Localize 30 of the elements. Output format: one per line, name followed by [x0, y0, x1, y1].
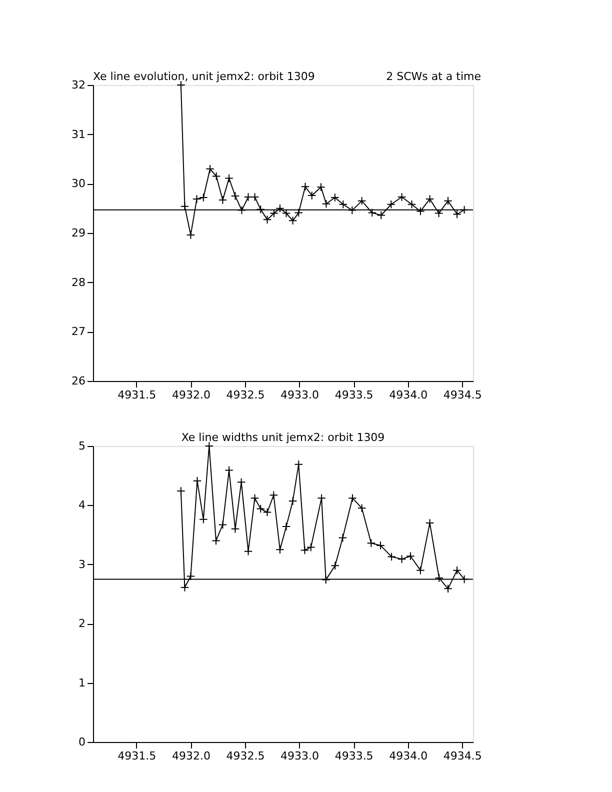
x-tick-label: 4934.5: [443, 750, 482, 762]
x-tick-label: 4931.5: [118, 388, 156, 402]
y-tick-label: 5: [78, 440, 86, 452]
chart-title: Xe line evolution, unit jemx2: orbit 1309: [93, 70, 315, 83]
y-tick-label: 28: [72, 276, 86, 289]
x-tick-label: 4934.0: [389, 750, 428, 762]
y-tick-label: 3: [78, 558, 86, 571]
x-tick-label: 4932.0: [172, 750, 210, 762]
y-tick-label: 31: [72, 128, 86, 141]
y-tick-label: 32: [72, 78, 86, 92]
y-tick-label: 0: [78, 736, 86, 748]
y-tick-label: 29: [72, 226, 86, 240]
x-tick-label: 4932.5: [226, 388, 265, 402]
y-tick-label: 1: [78, 676, 86, 690]
x-tick-label: 4932.0: [172, 388, 210, 402]
x-tick-label: 4931.5: [118, 750, 156, 762]
x-tick-label: 4932.5: [226, 750, 265, 762]
x-tick-label: 4933.5: [334, 750, 374, 762]
y-tick-label: 26: [72, 374, 86, 388]
y-tick-label: 30: [72, 177, 86, 190]
chart-title: Xe line widths unit jemx2: orbit 1309: [181, 431, 385, 444]
x-tick-label: 4934.5: [443, 388, 482, 402]
y-tick-label: 27: [72, 325, 86, 338]
x-tick-label: 4933.5: [334, 388, 374, 402]
x-tick-label: 4933.0: [280, 750, 320, 762]
y-tick-label: 2: [78, 617, 86, 630]
x-tick-label: 4933.0: [280, 388, 320, 402]
y-tick-label: 4: [78, 498, 86, 512]
text: 2 SCWs at a time: [386, 70, 482, 83]
x-tick-label: 4934.0: [389, 388, 428, 402]
